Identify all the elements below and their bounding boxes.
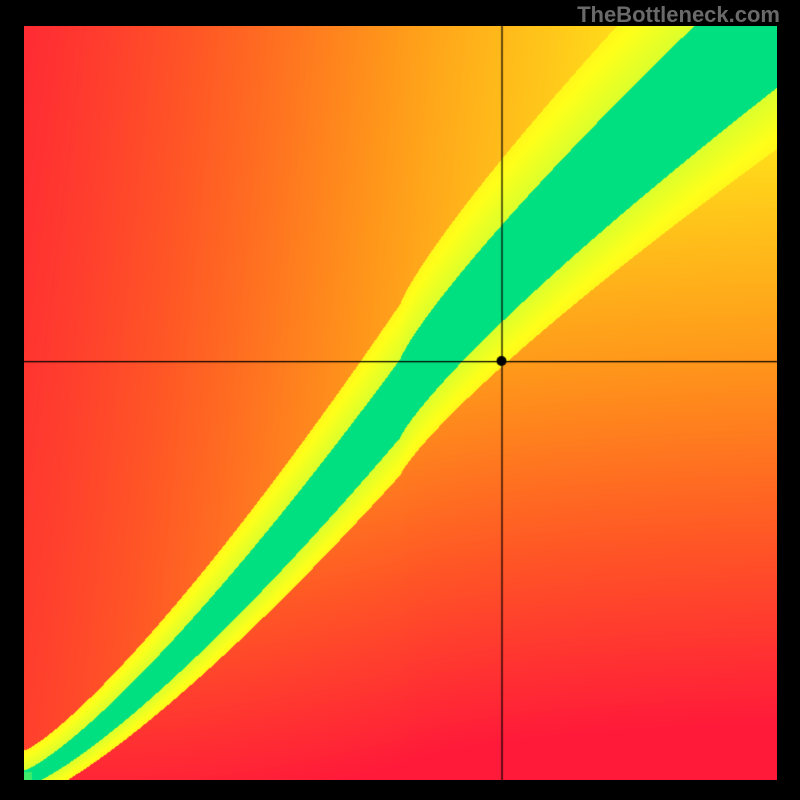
site-watermark: TheBottleneck.com [577,2,780,28]
heatmap-canvas [24,26,777,780]
bottleneck-chart [24,26,777,780]
